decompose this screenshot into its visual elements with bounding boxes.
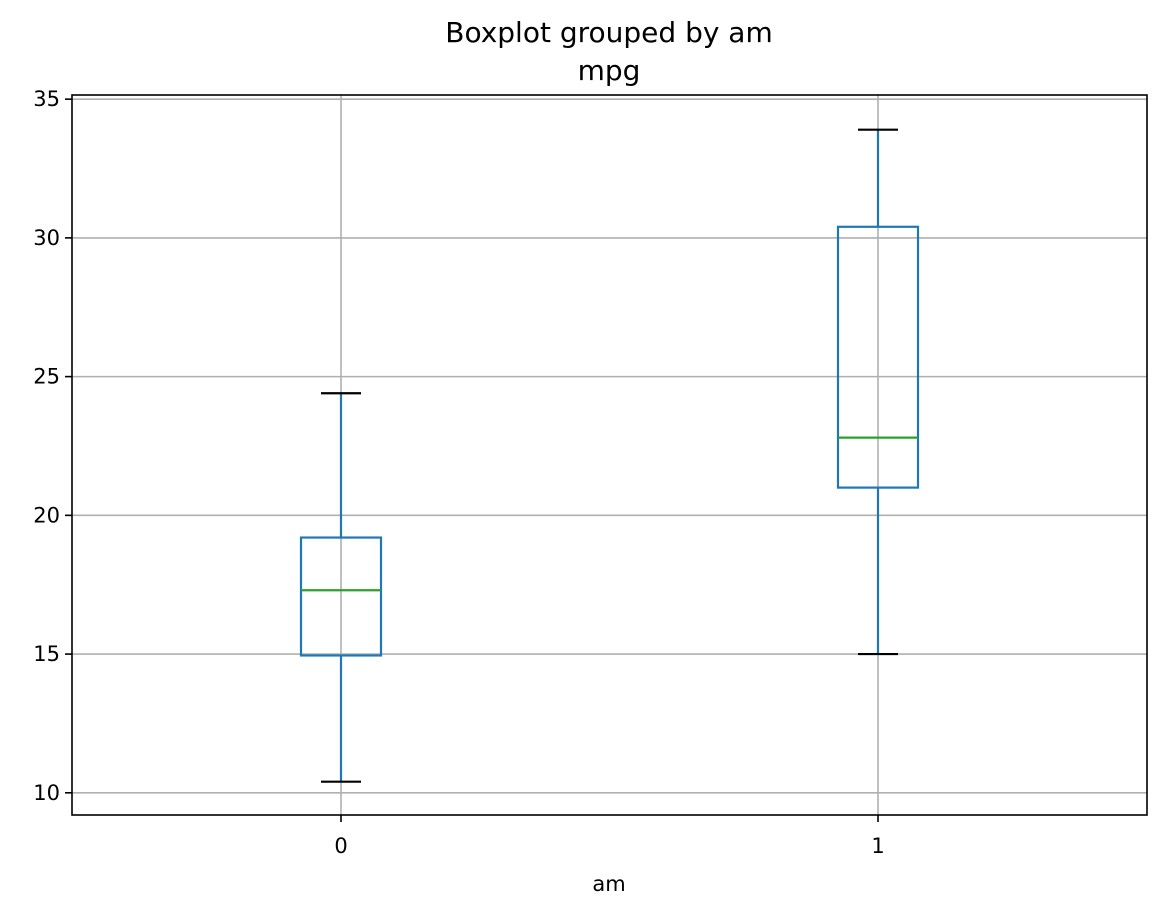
- box-group-1: [836, 128, 920, 656]
- x-tick-label: 1: [871, 834, 884, 858]
- y-tick-label: 25: [33, 365, 60, 389]
- iqr-box: [299, 536, 383, 657]
- x-axis-label: am: [592, 872, 625, 896]
- box-series: [299, 128, 920, 783]
- y-tick-label: 35: [33, 87, 60, 111]
- y-tick-label: 30: [33, 226, 60, 250]
- y-tick-label: 10: [33, 781, 60, 805]
- box-group-0: [299, 392, 383, 783]
- plot-frame: [71, 94, 1148, 816]
- axes: 10 15 20 25 30 35 0 1: [33, 87, 884, 858]
- chart-subtitle: mpg: [578, 54, 641, 87]
- iqr-box: [836, 225, 920, 489]
- y-tick-label: 20: [33, 503, 60, 527]
- x-tick-label: 0: [334, 834, 347, 858]
- grid-lines: [72, 95, 1147, 815]
- chart-title: Boxplot grouped by am: [445, 16, 773, 49]
- y-tick-label: 15: [33, 642, 60, 666]
